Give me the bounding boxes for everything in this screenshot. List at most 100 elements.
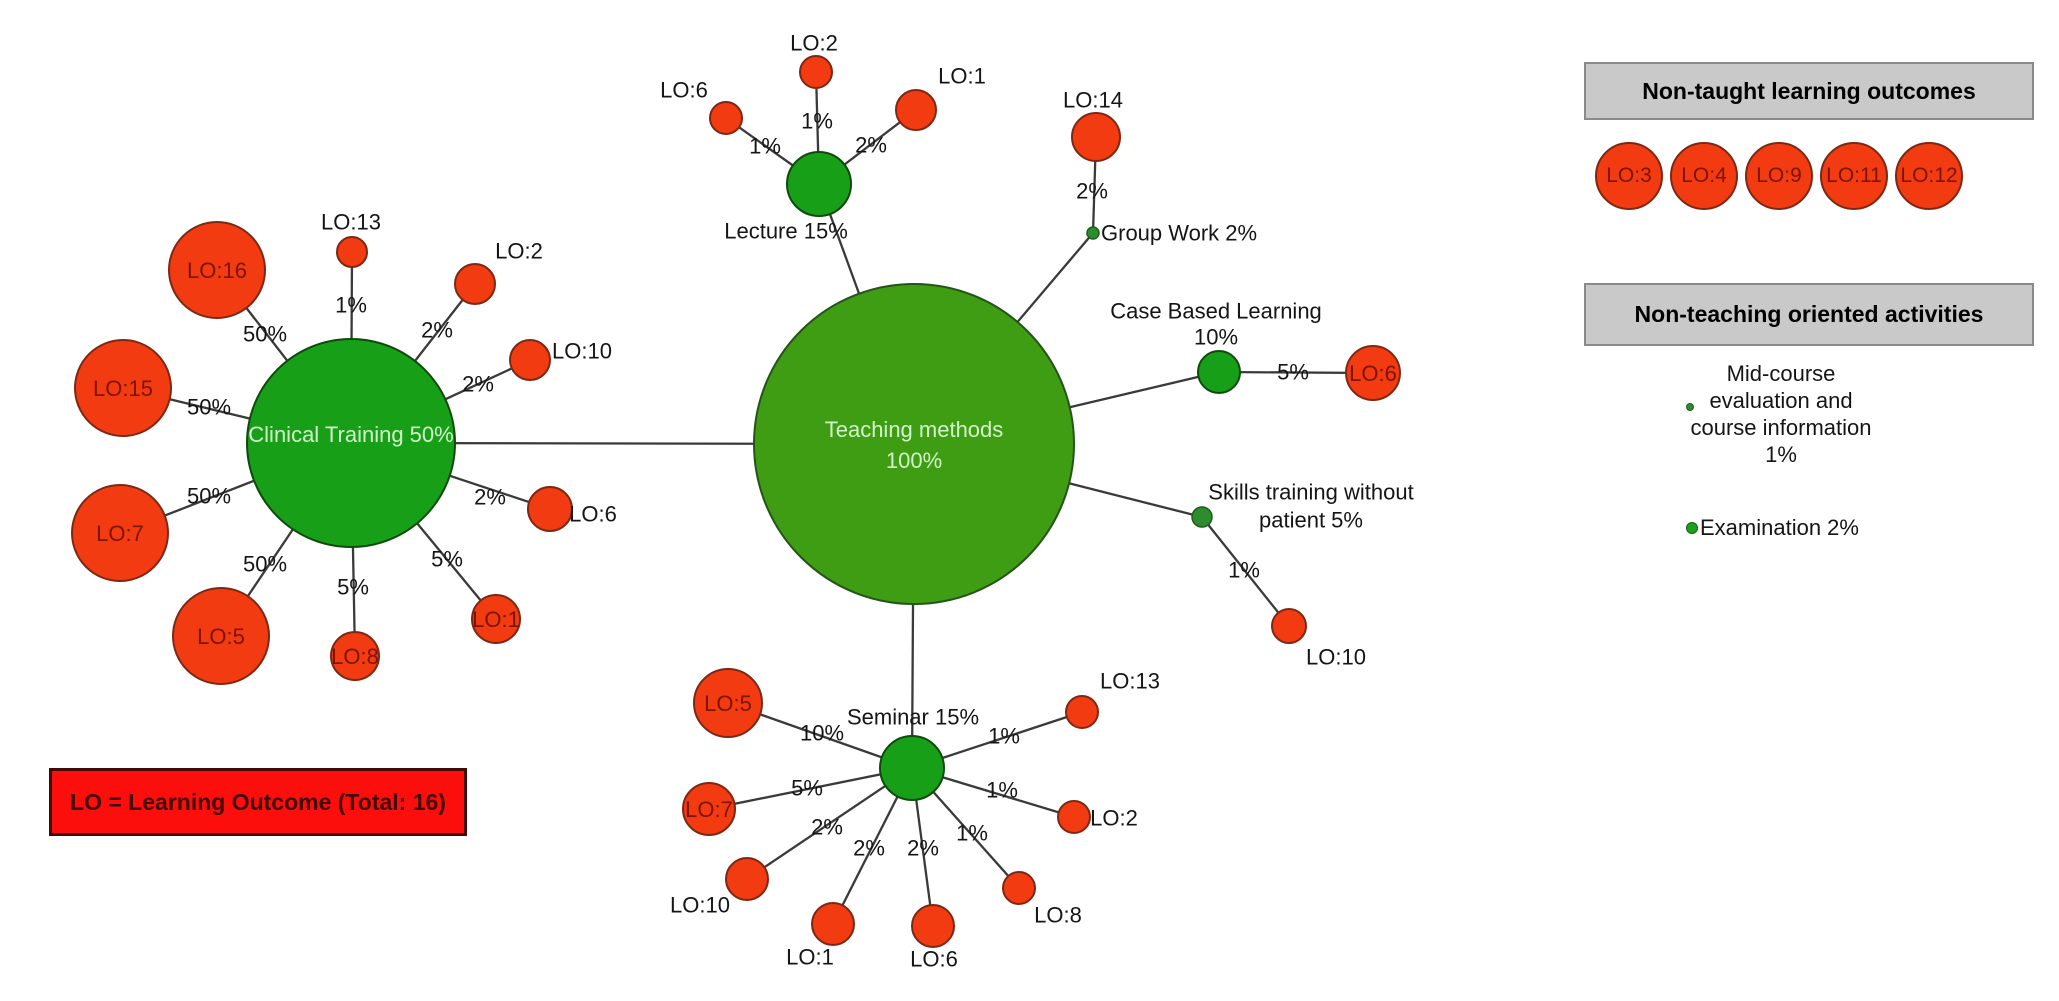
edge-label-seminar--sem-lo-8: 1% — [956, 821, 988, 846]
node-sem-lo-5 — [693, 668, 763, 738]
edge-seminar--sem-lo-7 — [708, 766, 913, 811]
label-ct-lo-2-name: LO:2 — [495, 239, 543, 264]
label-sem-lo-8-name: LO:8 — [1034, 903, 1082, 928]
node-ct-lo-1 — [471, 594, 521, 644]
edge-label-clinical-training--ct-lo-8: 5% — [337, 575, 369, 600]
edge-label-seminar--sem-lo-13: 1% — [988, 724, 1020, 749]
edge-label-clinical-training--ct-lo-13: 1% — [335, 293, 367, 318]
mid-course-dot-icon — [1686, 403, 1694, 411]
node-ct-lo-16 — [168, 221, 266, 319]
edge-label-clinical-training--ct-lo-5: 50% — [243, 552, 287, 577]
node-ct-lo-13 — [336, 236, 368, 268]
legend-non-taught-title: Non-taught learning outcomes — [1642, 77, 1976, 104]
node-label-sem-lo-5: LO:5 — [704, 691, 752, 716]
label-ct-lo-10-name: LO:10 — [552, 339, 612, 364]
label-lec-lo-2-name: LO:2 — [790, 31, 838, 56]
note-box: LO = Learning Outcome (Total: 16) — [49, 768, 467, 836]
legend-non-taught-box: Non-taught learning outcomes — [1584, 62, 2034, 120]
node-sem-lo-13 — [1065, 695, 1099, 729]
node-ct-lo-2 — [454, 263, 496, 305]
node-skills-training — [1191, 506, 1213, 528]
label-ct-lo-13-name: LO:13 — [321, 210, 381, 235]
node-group-work — [1086, 226, 1100, 240]
label-sem-lo-6-name: LO:6 — [910, 947, 958, 972]
node-ct-lo-10 — [509, 339, 551, 381]
label-cbl-name-line1: Case Based Learning — [1110, 299, 1322, 324]
graph-labels: Teaching methods 100% Clinical Training 50… — [93, 31, 1414, 972]
edge-label-clinical-training--ct-lo-10: 2% — [462, 372, 494, 397]
legend-entry-examination: Examination 2% — [1686, 515, 1859, 541]
node-label-cbl-lo-6: LO:6 — [1349, 361, 1397, 386]
node-sem-lo-1 — [811, 902, 855, 946]
node-label-ct-lo-8: LO:8 — [331, 644, 379, 669]
label-sem-lo-2-name: LO:2 — [1090, 806, 1138, 831]
edge-label-lecture--lec-lo-6: 1% — [749, 134, 781, 159]
node-teaching-methods — [753, 283, 1075, 605]
node-case-based-learning — [1197, 350, 1241, 394]
legend-non-taught-items: LO:3 LO:4 LO:9 LO:11 LO:12 — [1595, 142, 1963, 210]
node-label-teaching-methods: Teaching methods 100% — [825, 417, 1004, 473]
node-label-ct-lo-7: LO:7 — [96, 521, 144, 546]
node-label-ct-lo-15: LO:15 — [93, 376, 153, 401]
node-ct-lo-6 — [527, 486, 573, 532]
edge-label-clinical-training--ct-lo-7: 50% — [187, 484, 231, 509]
examination-label: Examination 2% — [1700, 515, 1859, 540]
label-st-lo-10-name: LO:10 — [1306, 645, 1366, 670]
node-sem-lo-8 — [1002, 871, 1036, 905]
edge-label-seminar--sem-lo-5: 10% — [800, 721, 844, 746]
edge-label-clinical-training--ct-lo-1: 5% — [431, 547, 463, 572]
node-label-ct-lo-5: LO:5 — [197, 624, 245, 649]
edge-label-lecture--lec-lo-1: 2% — [855, 133, 887, 158]
legend-entry-mid-course: Mid-course evaluation and course informa… — [1661, 360, 1901, 468]
label-group-work-name: Group Work 2% — [1101, 221, 1257, 246]
node-ct-lo-15 — [74, 339, 172, 437]
node-lecture — [786, 151, 852, 217]
edge-label-seminar--sem-lo-2: 1% — [986, 778, 1018, 803]
label-ct-lo-6-name: LO:6 — [569, 502, 617, 527]
node-st-lo-10 — [1271, 608, 1307, 644]
label-skills-name-line1: Skills training without — [1208, 480, 1413, 505]
edge-label-seminar--sem-lo-10: 2% — [811, 815, 843, 840]
edge-skills-training--st-lo-10 — [1201, 516, 1290, 627]
edge-label-seminar--sem-lo-6: 2% — [907, 836, 939, 861]
node-label-clinical-training: Clinical Training 50% — [248, 422, 453, 447]
note-text: LO = Learning Outcome (Total: 16) — [70, 788, 446, 815]
label-seminar-name: Seminar 15% — [847, 705, 979, 730]
label-sem-lo-10-name: LO:10 — [670, 893, 730, 918]
legend-node-lo-11: LO:11 — [1820, 142, 1888, 210]
node-lec-lo-2 — [799, 55, 833, 89]
legend-node-lo-4: LO:4 — [1670, 142, 1738, 210]
label-lec-lo-1-name: LO:1 — [938, 64, 986, 89]
node-sem-lo-2 — [1057, 800, 1091, 834]
node-label-sem-lo-7: LO:7 — [685, 797, 733, 822]
edge-label-clinical-training--ct-lo-16: 50% — [243, 322, 287, 347]
node-ct-lo-5 — [172, 587, 270, 685]
edge-seminar--sem-lo-10 — [746, 767, 913, 880]
edge-label-group-work--gw-lo-14: 2% — [1076, 179, 1108, 204]
examination-dot-icon — [1686, 522, 1698, 534]
edge-label-clinical-training--ct-lo-15: 50% — [187, 395, 231, 420]
node-gw-lo-14 — [1071, 112, 1121, 162]
node-cbl-lo-6 — [1345, 345, 1401, 401]
node-label-ct-lo-1: LO:1 — [472, 607, 520, 632]
label-cbl-name-line2: 10% — [1194, 325, 1238, 350]
node-sem-lo-7 — [682, 782, 736, 836]
edge-label-case-based-learning--cbl-lo-6: 5% — [1277, 360, 1309, 385]
node-ct-lo-7 — [71, 484, 169, 582]
label-sem-lo-1-name: LO:1 — [786, 945, 834, 970]
node-lec-lo-6 — [709, 101, 743, 135]
edge-label-skills-training--st-lo-10: 1% — [1228, 558, 1260, 583]
node-sem-lo-6 — [911, 904, 955, 948]
legend-non-teaching-box: Non-teaching oriented activities — [1584, 283, 2034, 346]
label-skills-name-line2: patient 5% — [1259, 508, 1363, 533]
legend-node-lo-3: LO:3 — [1595, 142, 1663, 210]
edge-label-clinical-training--ct-lo-2: 2% — [421, 318, 453, 343]
edge-label-lecture--lec-lo-2: 1% — [801, 109, 833, 134]
legend-node-lo-9: LO:9 — [1745, 142, 1813, 210]
edge-label-clinical-training--ct-lo-6: 2% — [474, 485, 506, 510]
label-sem-lo-13-name: LO:13 — [1100, 669, 1160, 694]
edge-label-seminar--sem-lo-1: 2% — [853, 836, 885, 861]
node-seminar — [879, 735, 945, 801]
